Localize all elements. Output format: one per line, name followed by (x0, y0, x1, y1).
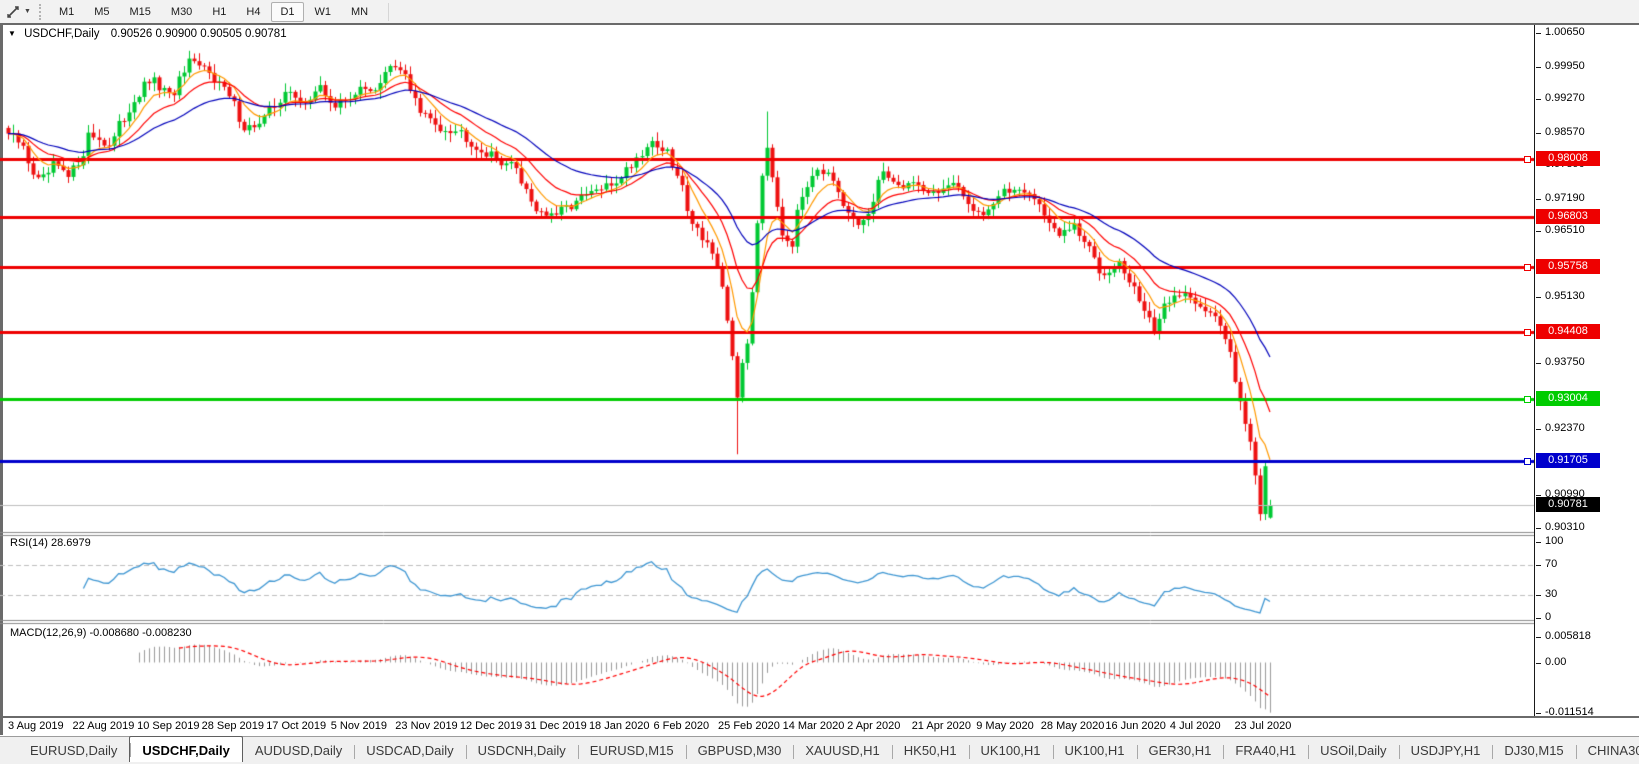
hline-drag-handle[interactable] (1524, 458, 1531, 466)
macd-indicator-label: MACD(12,26,9) -0.008680 -0.008230 (10, 627, 192, 639)
hline-price-label[interactable]: 0.95758 (1536, 259, 1600, 275)
chart-tab[interactable]: USOil,Daily (1308, 739, 1398, 762)
price-tick-label: 0.90310 (1536, 521, 1585, 533)
chart-tab[interactable]: GBPUSD,M30 (685, 739, 794, 762)
date-tick-label: 6 Feb 2020 (653, 720, 710, 732)
hline-price-label[interactable]: 0.91705 (1536, 453, 1600, 469)
chart-tab[interactable]: UK100,H1 (968, 739, 1053, 762)
date-tick-label: 4 Jul 2020 (1169, 720, 1221, 732)
date-tick-label: 3 Aug 2019 (8, 720, 64, 732)
hline-price-label[interactable]: 0.94408 (1536, 323, 1600, 339)
chart-tab[interactable]: CHINA300,H4 (1575, 739, 1639, 762)
chart-ohlc-values: 0.90526 0.90900 0.90505 0.90781 (110, 28, 287, 40)
chart-tab[interactable]: USDCAD,Daily (354, 739, 465, 762)
price-tick-label: 0.99270 (1536, 92, 1585, 105)
chart-symbol-period: USDCHF,Daily (24, 28, 100, 40)
timeframe-toolbar: ▼ M1 M5 M15 M30 H1 H4 D1 W1 MN (0, 0, 1639, 24)
macd-scale-label: 0.00 (1535, 655, 1567, 668)
date-tick-label: 10 Sep 2019 (137, 720, 200, 732)
chart-tab[interactable]: GER30,H1 (1136, 739, 1224, 762)
price-tick-label: 0.98570 (1536, 125, 1585, 138)
timeframe-button[interactable]: M5 (94, 5, 110, 18)
chart-tab[interactable]: UK100,H1 (1052, 739, 1137, 762)
date-tick-label: 5 Nov 2019 (330, 720, 388, 732)
chart-tab-list: EURUSD,Daily USDCHF,Daily AUDUSD,Daily USDC… (18, 735, 1639, 762)
chart-tab[interactable]: HK50,H1 (891, 739, 969, 762)
hline-price-label[interactable]: 0.98008 (1536, 151, 1600, 167)
date-tick-label: 14 Mar 2020 (782, 720, 845, 732)
chart-title-caret-icon[interactable]: ▼ (8, 29, 16, 38)
rsi-indicator-label: RSI(14) 28.6979 (10, 537, 91, 549)
timeframe-button[interactable]: MN (351, 5, 369, 18)
price-tick-label: 0.92370 (1536, 422, 1585, 435)
toolbar-separator (388, 2, 390, 21)
chart-frame-bottom (0, 716, 1639, 718)
cursor-tool-icon[interactable] (4, 4, 22, 20)
date-tick-label: 23 Jul 2020 (1234, 720, 1292, 732)
chart-tab-bar: EURUSD,Daily USDCHF,Daily AUDUSD,Daily USDC… (0, 735, 1639, 764)
hline-price-label[interactable]: 0.96803 (1536, 209, 1600, 225)
chart-tab[interactable]: USDJPY,H1 (1398, 739, 1493, 762)
price-tick-label: 0.96510 (1536, 224, 1585, 237)
chart-tab[interactable]: USDCNH,Daily (465, 739, 578, 762)
hline-drag-handle[interactable] (1524, 264, 1531, 272)
date-tick-label: 28 May 2020 (1040, 720, 1105, 732)
hline-price-label[interactable]: 0.93004 (1536, 391, 1600, 407)
date-tick-label: 31 Dec 2019 (524, 720, 587, 732)
date-tick-label: 18 Jan 2020 (588, 720, 650, 732)
timeframe-button[interactable]: M15 (129, 5, 151, 18)
hline-drag-handle[interactable] (1524, 396, 1531, 404)
price-axis-line (1534, 25, 1535, 716)
toolbar-grip[interactable] (38, 3, 41, 20)
chart-tools-group: ▼ (0, 4, 35, 20)
timeframe-button[interactable]: M1 (58, 5, 75, 18)
date-tick-label: 21 Apr 2020 (911, 720, 972, 732)
timeframe-button[interactable]: H1 (212, 5, 227, 18)
chart-tab[interactable]: AUDUSD,Daily (254, 743, 343, 758)
chart-tab[interactable]: XAUUSD,H1 (793, 739, 891, 762)
rsi-scale-label: 70 (1535, 557, 1558, 570)
chart-tab[interactable]: EURUSD,Daily (30, 743, 118, 758)
chart-tab[interactable]: FRA40,H1 (1223, 739, 1308, 762)
rsi-scale-label: 0 (1535, 611, 1552, 623)
timeframe-button[interactable]: W1 (314, 5, 332, 18)
chart-title[interactable]: ▼ USDCHF,Daily 0.90526 0.90900 0.90505 0… (8, 28, 287, 40)
current-price-label: 0.90781 (1536, 497, 1600, 513)
hline-drag-handle[interactable] (1524, 328, 1531, 336)
price-tick-label: 0.97190 (1536, 191, 1585, 204)
chevron-down-icon[interactable]: ▼ (24, 8, 31, 15)
price-tick-label: 0.99950 (1536, 59, 1585, 72)
chart-tab[interactable]: USDCHF,Daily (129, 735, 243, 762)
date-tick-label: 12 Dec 2019 (459, 720, 523, 732)
date-tick-label: 23 Nov 2019 (395, 720, 458, 732)
date-tick-label: 22 Aug 2019 (72, 720, 135, 732)
timeframe-button[interactable]: M30 (170, 5, 193, 18)
rsi-scale-label: 30 (1535, 588, 1558, 601)
timeframe-buttons: M1 M5 M15 M30 H1 H4 D1 W1 MN (49, 1, 378, 22)
date-tick-label: 17 Oct 2019 (266, 720, 327, 732)
timeframe-button[interactable]: D1 (271, 1, 304, 22)
price-chart-canvas[interactable] (0, 25, 1534, 716)
date-tick-label: 2 Apr 2020 (847, 720, 901, 732)
price-tick-label: 0.93750 (1536, 356, 1585, 369)
price-axis: 1.006500.999500.992700.985700.978900.971… (1535, 0, 1639, 740)
rsi-scale-label: 100 (1535, 535, 1564, 547)
macd-scale-label: -0.011514 (1536, 706, 1594, 718)
date-tick-label: 9 May 2020 (976, 720, 1034, 732)
chart-tab[interactable]: DJ30,M15 (1492, 739, 1575, 762)
chart-tab[interactable]: EURUSD,M15 (577, 739, 686, 762)
date-axis: 3 Aug 2019 22 Aug 2019 10 Sep 2019 28 Sep 2… (0, 719, 1534, 735)
date-tick-label: 16 Jun 2020 (1105, 720, 1166, 732)
price-tick-label: 0.95130 (1536, 290, 1585, 303)
macd-scale-label: 0.005818 (1536, 630, 1591, 642)
hline-drag-handle[interactable] (1524, 156, 1531, 164)
price-tick-label: 1.00650 (1536, 26, 1585, 38)
date-tick-label: 25 Feb 2020 (718, 720, 780, 732)
chart-frame-top (0, 23, 1639, 25)
date-tick-label: 28 Sep 2019 (201, 720, 265, 732)
timeframe-button[interactable]: H4 (246, 5, 261, 18)
